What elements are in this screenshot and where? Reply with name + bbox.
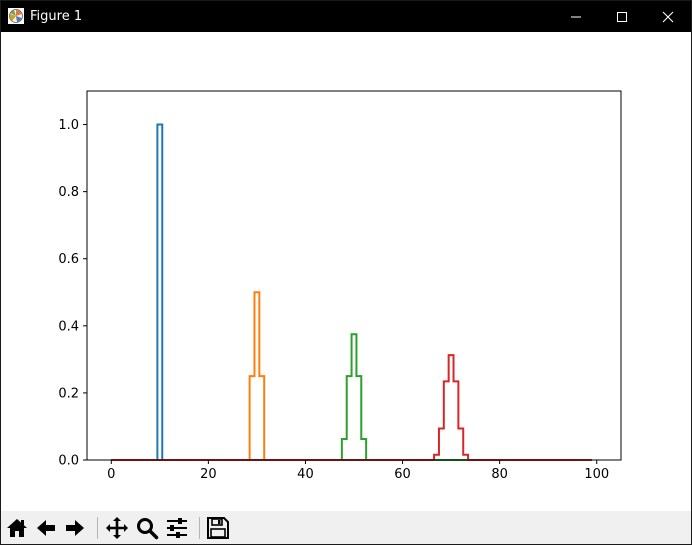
series-line-4 <box>111 354 592 461</box>
arrow-right-icon <box>66 520 84 536</box>
magnifier-icon <box>137 518 159 540</box>
floppy-disk-icon <box>207 517 229 539</box>
x-tick-label: 100 <box>584 467 609 482</box>
matplotlib-logo-icon <box>8 8 24 24</box>
y-tick-label: 0.4 <box>58 319 79 334</box>
x-tick-label: 20 <box>200 467 217 482</box>
minimize-icon <box>571 16 581 18</box>
plot-area[interactable]: 0 20 40 60 80 100 0.0 0.2 0.4 0.6 0.8 1.0 <box>1 32 691 511</box>
series-line-3 <box>111 333 592 461</box>
x-tick-label: 80 <box>491 467 508 482</box>
close-icon <box>662 11 674 23</box>
forward-button[interactable] <box>61 515 89 541</box>
configure-subplots-button[interactable] <box>163 515 191 541</box>
maximize-button[interactable] <box>599 1 645 32</box>
zoom-button[interactable] <box>133 515 161 541</box>
maximize-icon <box>617 12 627 22</box>
x-tick-label: 40 <box>297 467 314 482</box>
move-icon <box>106 517 128 539</box>
x-tick-label: 0 <box>107 467 115 482</box>
back-button[interactable] <box>32 515 60 541</box>
series-line-2 <box>111 291 592 461</box>
series-line-1 <box>111 123 592 461</box>
sliders-icon <box>167 518 187 538</box>
home-icon <box>7 519 27 537</box>
arrow-left-icon <box>37 520 55 536</box>
close-button[interactable] <box>645 1 691 32</box>
window-title: Figure 1 <box>30 9 83 24</box>
y-tick-label: 0.6 <box>58 252 79 267</box>
y-tick-label: 0.8 <box>58 185 79 200</box>
home-button[interactable] <box>3 515 31 541</box>
x-tick-label: 60 <box>394 467 411 482</box>
y-tick-label: 1.0 <box>58 118 79 133</box>
figure-canvas[interactable]: 0 20 40 60 80 100 0.0 0.2 0.4 0.6 0.8 1.0 <box>1 32 691 511</box>
pan-button[interactable] <box>103 515 131 541</box>
axes-frame <box>86 90 622 461</box>
save-button[interactable] <box>204 515 232 541</box>
toolbar-separator <box>97 517 98 539</box>
minimize-button[interactable] <box>553 1 599 32</box>
title-bar[interactable]: Figure 1 <box>1 1 691 32</box>
navigation-toolbar <box>1 511 691 544</box>
y-tick-label: 0.0 <box>58 454 79 469</box>
y-tick-label: 0.2 <box>58 386 79 401</box>
toolbar-separator <box>199 517 200 539</box>
